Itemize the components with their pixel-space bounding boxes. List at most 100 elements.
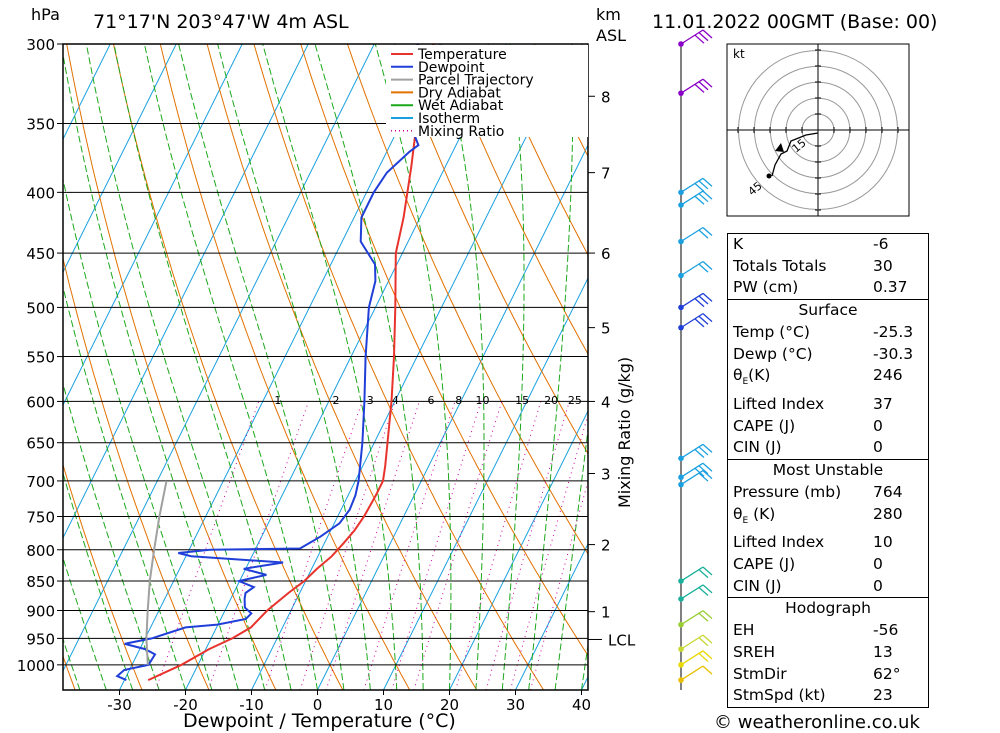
pressure-tick-label: 400	[26, 184, 55, 202]
x-axis-label: Dewpoint / Temperature (°C)	[183, 710, 456, 732]
km-tick-label: 5	[601, 320, 611, 338]
surface-li-row: Lifted Index 37	[728, 394, 928, 416]
wind-barb-flag	[702, 313, 713, 323]
wet-adiabat-line	[441, 44, 485, 690]
x-tick-label: 20	[440, 696, 459, 714]
wind-barb	[680, 584, 704, 600]
surface-theta-e-value: 246	[873, 366, 903, 385]
wind-barb-flag	[702, 634, 713, 644]
k-index-value: -6	[873, 235, 889, 253]
wind-barb-flag	[698, 587, 709, 597]
x-tick-label: -10	[239, 696, 264, 714]
hodograph-trace	[771, 132, 819, 177]
isotherm-line	[63, 44, 375, 672]
storm-motion-marker	[775, 143, 784, 152]
wind-barb-flag	[694, 318, 705, 328]
dry-adiabat-line	[253, 44, 545, 690]
theta-symbol: θ	[733, 504, 743, 523]
wind-barb-flag	[698, 315, 709, 325]
mu-cape-value: 0	[873, 555, 883, 574]
wind-level-dot	[678, 596, 684, 602]
pressure-tick-label: 750	[26, 508, 55, 526]
copyright-footer: © weatheronline.co.uk	[714, 712, 920, 733]
wind-level-dot	[678, 238, 684, 245]
wind-barb-flag	[698, 465, 709, 475]
mu-cape-label: CAPE (J)	[733, 555, 796, 574]
dry-adiabat-line	[159, 44, 411, 690]
wind-barb	[680, 650, 704, 666]
sreh-label: SREH	[733, 642, 776, 661]
hpa-label: hPa	[31, 5, 60, 24]
wind-barb-flag	[698, 446, 709, 456]
plot-frame	[62, 43, 589, 691]
mu-cin-value: 0	[873, 576, 883, 595]
mixing-ratio-tick-label: 25	[568, 394, 582, 407]
wind-barb	[680, 313, 704, 329]
mixing-ratio-tick-label: 8	[455, 394, 462, 407]
wet-adiabat-line	[262, 44, 398, 690]
surface-li-label: Lifted Index	[733, 395, 825, 414]
wind-barb-flag	[694, 183, 705, 193]
wind-barb-flag	[694, 83, 705, 93]
legend-box	[386, 45, 588, 137]
wind-barb-flag	[702, 227, 713, 236]
dry-adiabat-line	[63, 256, 210, 690]
wind-barb-flag	[702, 610, 713, 620]
most-unstable-title: Most Unstable	[772, 461, 884, 480]
pressure-tick-label: 650	[26, 435, 55, 453]
pw-row: PW (cm) 0.37	[728, 277, 928, 299]
mixing-ratio-line	[413, 401, 503, 690]
isotherm-line	[449, 409, 588, 690]
wind-barb-flag	[698, 180, 709, 190]
wind-barb-flag	[698, 652, 709, 662]
wind-barb-flag	[694, 449, 705, 459]
isotherm-line	[251, 44, 573, 690]
mu-li-row: Lifted Index 10	[728, 532, 928, 554]
isotherm-line	[383, 276, 588, 690]
km-tick-label: 3	[601, 465, 611, 483]
wind-barb-flag	[702, 261, 713, 270]
mu-cin-row: CIN (J) 0	[728, 576, 928, 598]
x-tick-label: -30	[107, 696, 132, 714]
sreh-row: SREH 13	[728, 642, 928, 664]
mixing-ratio-line	[363, 401, 456, 690]
dry-adiabat-line	[393, 44, 588, 455]
mixing-ratio-tick-label: 3	[367, 394, 374, 407]
wet-adiabat-line	[217, 44, 371, 690]
dry-adiabat-line	[113, 44, 344, 690]
mu-theta-e-value: 280	[873, 504, 903, 523]
surface-cape-label: CAPE (J)	[733, 416, 796, 435]
surface-cin-row: CIN (J) 0	[728, 437, 928, 459]
x-tick-label: 10	[374, 696, 393, 714]
dry-adiabat-line	[487, 44, 588, 257]
km-label: km	[596, 5, 621, 24]
wind-barb	[680, 260, 704, 277]
wet-adiabat-line	[113, 44, 292, 690]
wind-level-dot	[678, 677, 684, 683]
wet-adiabat-line	[63, 177, 213, 690]
totals-totals-label: Totals Totals	[733, 256, 827, 275]
theta-symbol: θ	[733, 366, 743, 385]
mu-theta-e-row: θE (K) 280	[728, 504, 928, 533]
wet-adiabat-line	[63, 637, 81, 690]
wind-level-dot	[678, 455, 684, 462]
wind-level-dot	[678, 474, 684, 481]
series-dewpoint	[115, 44, 420, 682]
x-tick-label: -20	[173, 696, 198, 714]
wind-level-dot	[678, 272, 684, 279]
km-tick-label: 6	[601, 245, 611, 263]
wet-adiabat-line	[143, 44, 318, 690]
mixing-ratio-line	[455, 401, 542, 690]
totals-totals-row: Totals Totals 30	[728, 256, 928, 278]
km-tick-label: 7	[601, 165, 611, 183]
wet-adiabat-line	[63, 556, 107, 690]
mu-pressure-row: Pressure (mb) 764	[728, 482, 928, 504]
mu-li-label: Lifted Index	[733, 533, 825, 552]
mixing-ratio-line	[299, 401, 396, 690]
wind-level-dot	[678, 202, 684, 208]
mixing-ratio-tick-label: 15	[515, 394, 529, 407]
mixing-ratio-tick-label: 6	[428, 394, 435, 407]
wind-barb-flag	[698, 472, 709, 482]
pressure-tick-label: 350	[26, 115, 55, 133]
wind-barb	[680, 610, 704, 626]
